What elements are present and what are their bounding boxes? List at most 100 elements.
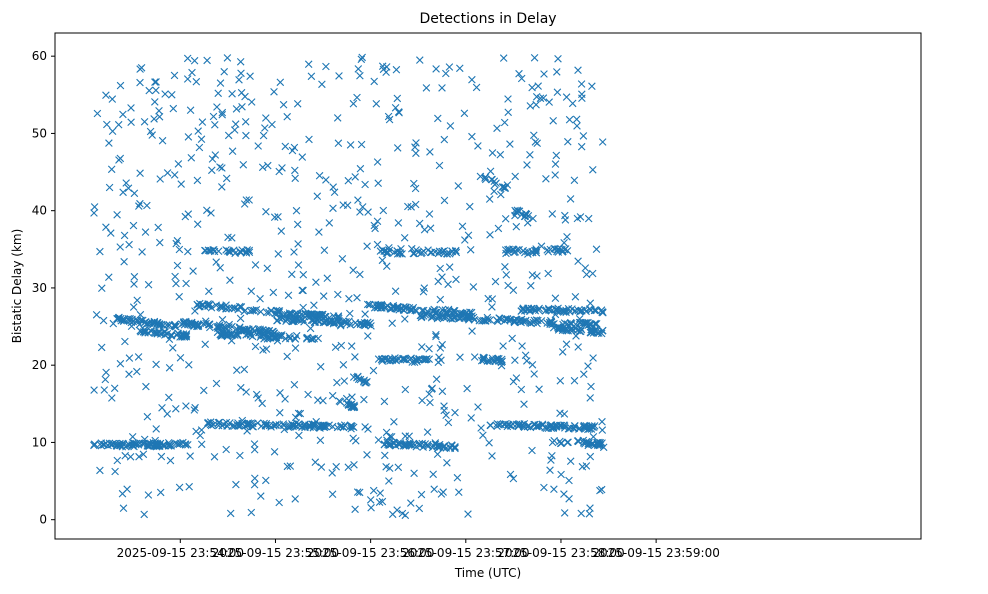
detection-point	[422, 84, 431, 92]
detection-point	[570, 176, 579, 185]
detection-point	[283, 462, 292, 471]
detection-point	[155, 107, 163, 115]
detection-point	[448, 247, 457, 256]
detection-point	[175, 245, 184, 254]
detection-point	[121, 451, 129, 460]
detection-point	[136, 199, 144, 208]
detection-point	[271, 309, 279, 318]
detection-point	[400, 234, 409, 242]
detection-point	[381, 451, 389, 460]
detection-point	[212, 258, 220, 266]
detection-point	[432, 375, 441, 383]
detection-point	[361, 423, 369, 431]
detection-point	[363, 300, 372, 309]
detection-point	[291, 495, 299, 503]
detection-point	[367, 503, 375, 512]
detection-point	[493, 124, 501, 133]
detection-point	[434, 114, 442, 123]
detection-point	[578, 462, 587, 471]
detection-point	[425, 390, 433, 398]
detection-point	[555, 323, 563, 331]
detection-point	[310, 420, 319, 428]
detection-point	[363, 242, 371, 250]
detection-point	[136, 78, 144, 87]
detection-point	[143, 201, 151, 210]
detection-point	[556, 409, 564, 417]
detection-point	[508, 334, 516, 343]
detection-point	[408, 306, 417, 314]
detection-point	[479, 431, 487, 440]
x-tick-label: 2025-09-15 23:56:00	[307, 546, 434, 560]
detection-point	[532, 93, 541, 101]
detection-point	[418, 343, 426, 351]
detection-point	[312, 278, 320, 286]
detection-point	[468, 75, 476, 84]
detection-point	[238, 103, 246, 111]
detection-point	[152, 78, 160, 86]
detection-point	[120, 231, 129, 240]
detection-point	[598, 426, 607, 434]
detection-point	[283, 352, 291, 361]
detection-point	[140, 435, 149, 444]
detection-point	[432, 330, 440, 339]
detection-point	[140, 318, 149, 327]
detection-point	[560, 421, 568, 429]
detection-point	[305, 135, 313, 144]
detection-point	[485, 439, 493, 447]
detection-point	[164, 439, 173, 447]
detection-point	[134, 441, 143, 449]
detection-point	[276, 78, 285, 87]
detection-point	[356, 71, 364, 80]
detection-point	[562, 340, 571, 348]
detection-point	[469, 283, 478, 291]
detection-point	[242, 131, 250, 140]
detection-point	[512, 420, 521, 429]
detection-point	[118, 489, 127, 498]
detection-point	[374, 179, 382, 187]
detection-point	[276, 389, 284, 397]
detection-point	[588, 439, 597, 448]
detection-point	[170, 321, 178, 330]
detection-point	[165, 335, 174, 343]
detection-point	[512, 222, 521, 231]
detection-point	[393, 94, 402, 103]
detection-point	[175, 292, 183, 301]
detection-point	[486, 357, 494, 366]
detection-point	[116, 81, 125, 90]
detection-point	[455, 488, 463, 496]
detection-point	[140, 118, 149, 126]
detection-point	[353, 488, 362, 496]
detection-point	[140, 510, 148, 519]
detection-point	[408, 244, 416, 253]
detection-point	[378, 256, 387, 265]
detection-point	[99, 316, 108, 325]
detection-point	[553, 68, 561, 76]
detection-point	[533, 139, 541, 147]
detection-point	[592, 320, 601, 328]
detection-point	[371, 224, 379, 233]
detection-point	[274, 250, 283, 258]
detection-point	[216, 163, 224, 171]
detection-point	[201, 340, 209, 349]
detection-point	[100, 386, 109, 394]
detection-point	[428, 384, 436, 393]
detection-point	[336, 321, 345, 330]
detection-point	[146, 127, 155, 136]
detection-point	[228, 90, 236, 98]
detection-point	[225, 320, 233, 329]
detection-point	[578, 94, 586, 102]
detection-point	[201, 317, 210, 325]
detection-point	[301, 423, 309, 432]
detection-point	[156, 488, 165, 497]
detection-point	[303, 334, 311, 342]
detection-point	[385, 244, 393, 252]
detection-point	[321, 318, 329, 327]
detection-point	[328, 422, 337, 431]
detection-point	[298, 423, 306, 431]
detection-point	[315, 228, 323, 236]
detection-point	[524, 250, 532, 258]
detection-point	[262, 422, 270, 430]
detection-point	[423, 310, 431, 319]
detection-point	[215, 321, 224, 330]
detection-point	[184, 247, 192, 256]
